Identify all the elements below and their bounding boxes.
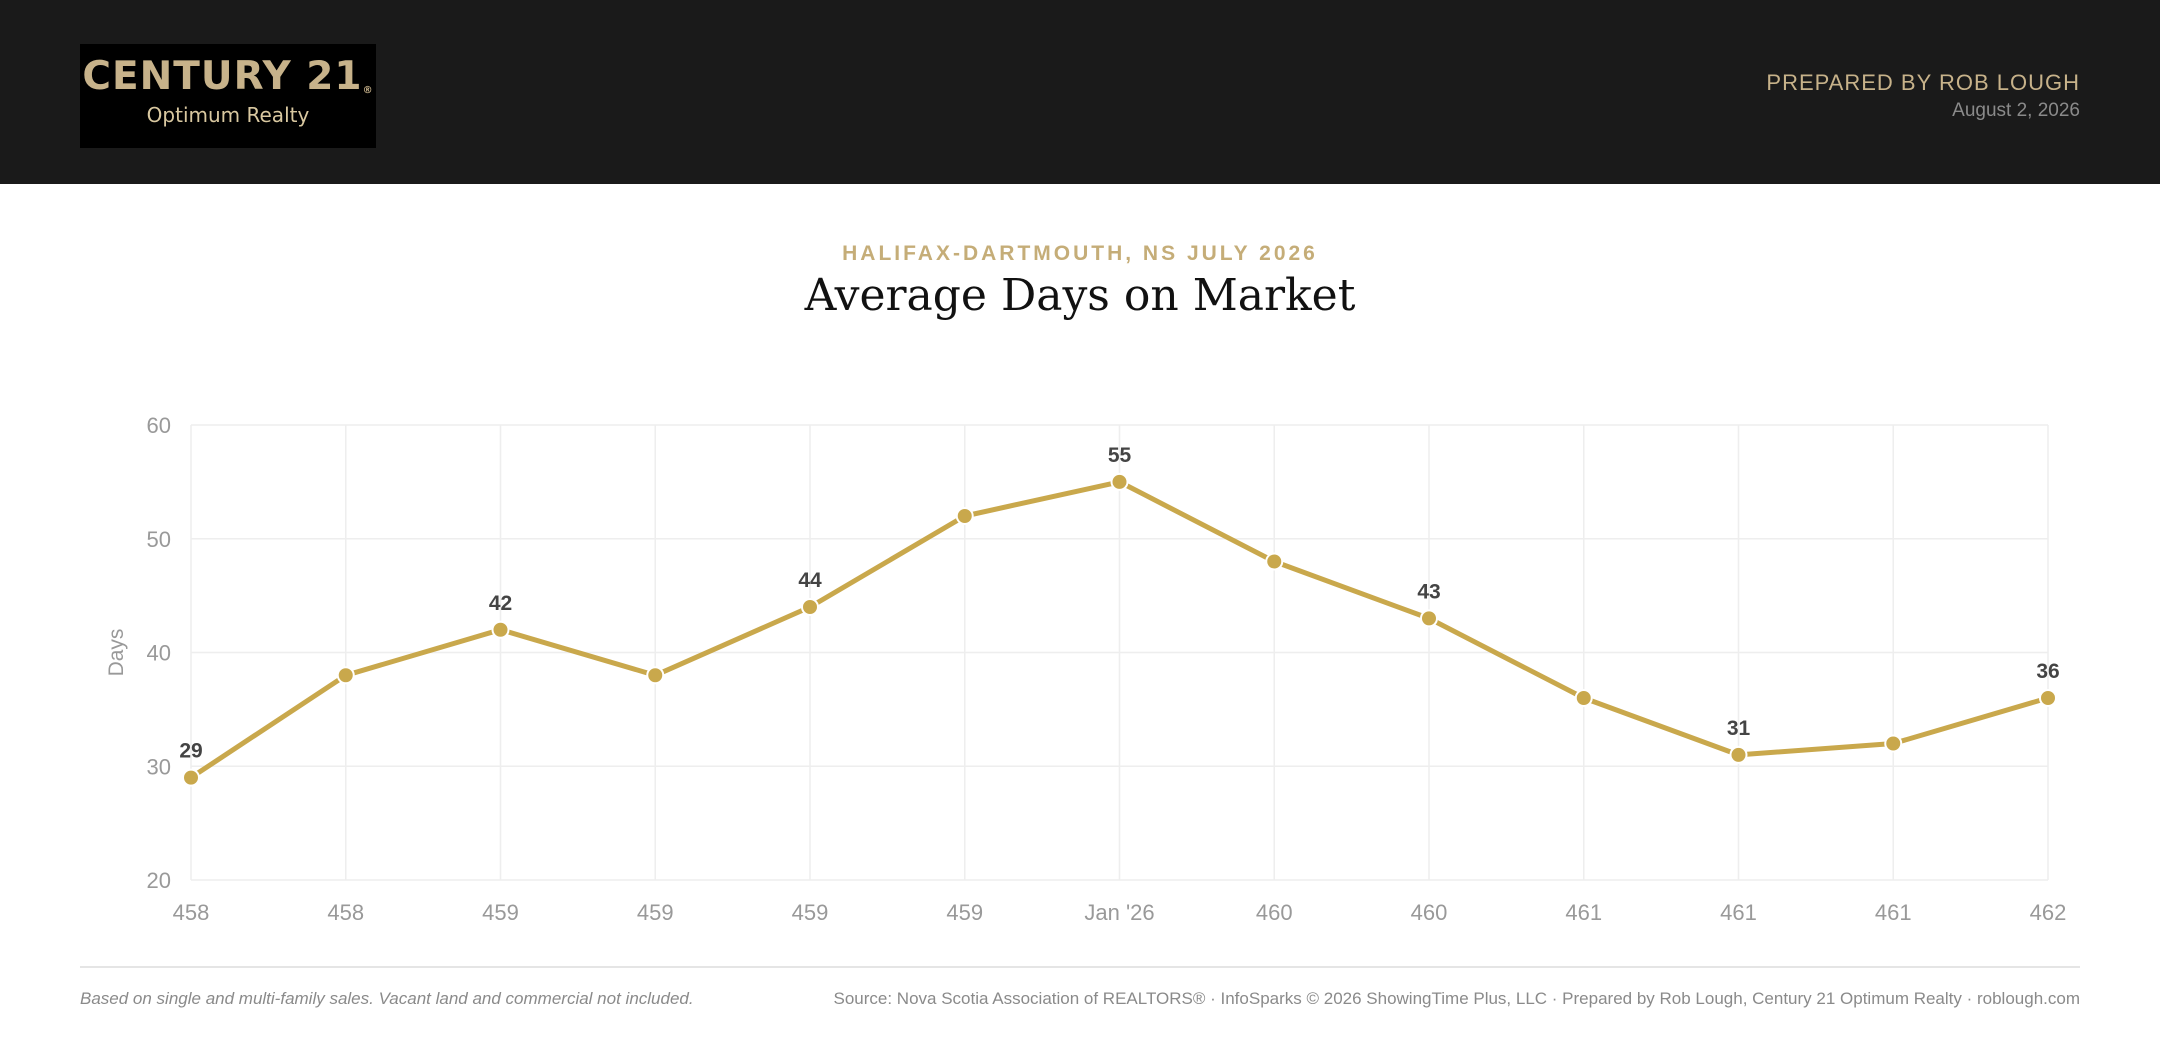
report-date: August 2, 2026 [1952, 100, 2080, 121]
data-point [1110, 472, 1129, 491]
x-tick-label: 462 [2030, 900, 2067, 925]
data-point [2039, 689, 2057, 707]
x-tick-label: 458 [327, 900, 364, 925]
data-point [1265, 552, 1284, 571]
data-point [491, 620, 510, 639]
y-tick-label: 20 [147, 868, 171, 893]
logo-subtitle: Optimum Realty [146, 103, 310, 127]
x-tick-label: 461 [1565, 900, 1602, 925]
y-tick-label: 30 [147, 754, 171, 779]
data-point [1884, 734, 1903, 753]
data-point [1729, 745, 1748, 764]
data-label: 44 [798, 569, 822, 592]
brand-logo: CENTURY 21® Optimum Realty [80, 44, 376, 148]
x-tick-label: 459 [637, 900, 674, 925]
data-label: 29 [179, 740, 202, 763]
footer-note: Based on single and multi-family sales. … [80, 989, 694, 1008]
x-tick-label: Jan '26 [1084, 900, 1154, 925]
y-tick-label: 60 [147, 413, 171, 438]
chart-title: Average Days on Market [804, 270, 1356, 321]
data-point [801, 598, 819, 616]
x-tick-label: 459 [946, 900, 983, 925]
data-label: 55 [1108, 444, 1132, 467]
x-tick-label: 460 [1411, 900, 1448, 925]
chart-subtitle: HALIFAX-DARTMOUTH, NS JULY 2026 [842, 242, 1318, 265]
prepared-by: PREPARED BY ROB LOUGH [1766, 70, 2080, 95]
data-point [336, 666, 355, 685]
x-tick-label: 461 [1720, 900, 1757, 925]
days-on-market-chart: 20 30 40 50 60 458 458 459 459 459 459 Jan '26 460 46… [105, 413, 2067, 925]
x-tick-label: 460 [1256, 900, 1293, 925]
data-label: 36 [2036, 660, 2059, 683]
footer-source: Source: Nova Scotia Association of REALT… [833, 989, 2081, 1008]
x-tick-label: 459 [482, 900, 519, 925]
y-tick-label: 50 [147, 527, 171, 552]
data-label: 42 [489, 592, 512, 615]
data-label: 43 [1417, 580, 1440, 603]
y-tick-label: 40 [147, 641, 171, 666]
y-axis-label: Days [105, 629, 128, 677]
data-label: 31 [1727, 717, 1751, 740]
data-point [646, 666, 665, 685]
x-tick-label: 459 [792, 900, 829, 925]
data-point [955, 507, 974, 525]
data-point [182, 768, 200, 787]
data-point [1574, 689, 1593, 707]
x-tick-label: 461 [1875, 900, 1912, 925]
report-header: CENTURY 21® Optimum Realty PREPARED BY R… [0, 0, 2160, 184]
footer-divider [80, 966, 2080, 968]
x-tick-label: 458 [173, 900, 210, 925]
logo-brand: CENTURY 21® [82, 54, 374, 99]
data-point [1420, 609, 1438, 628]
